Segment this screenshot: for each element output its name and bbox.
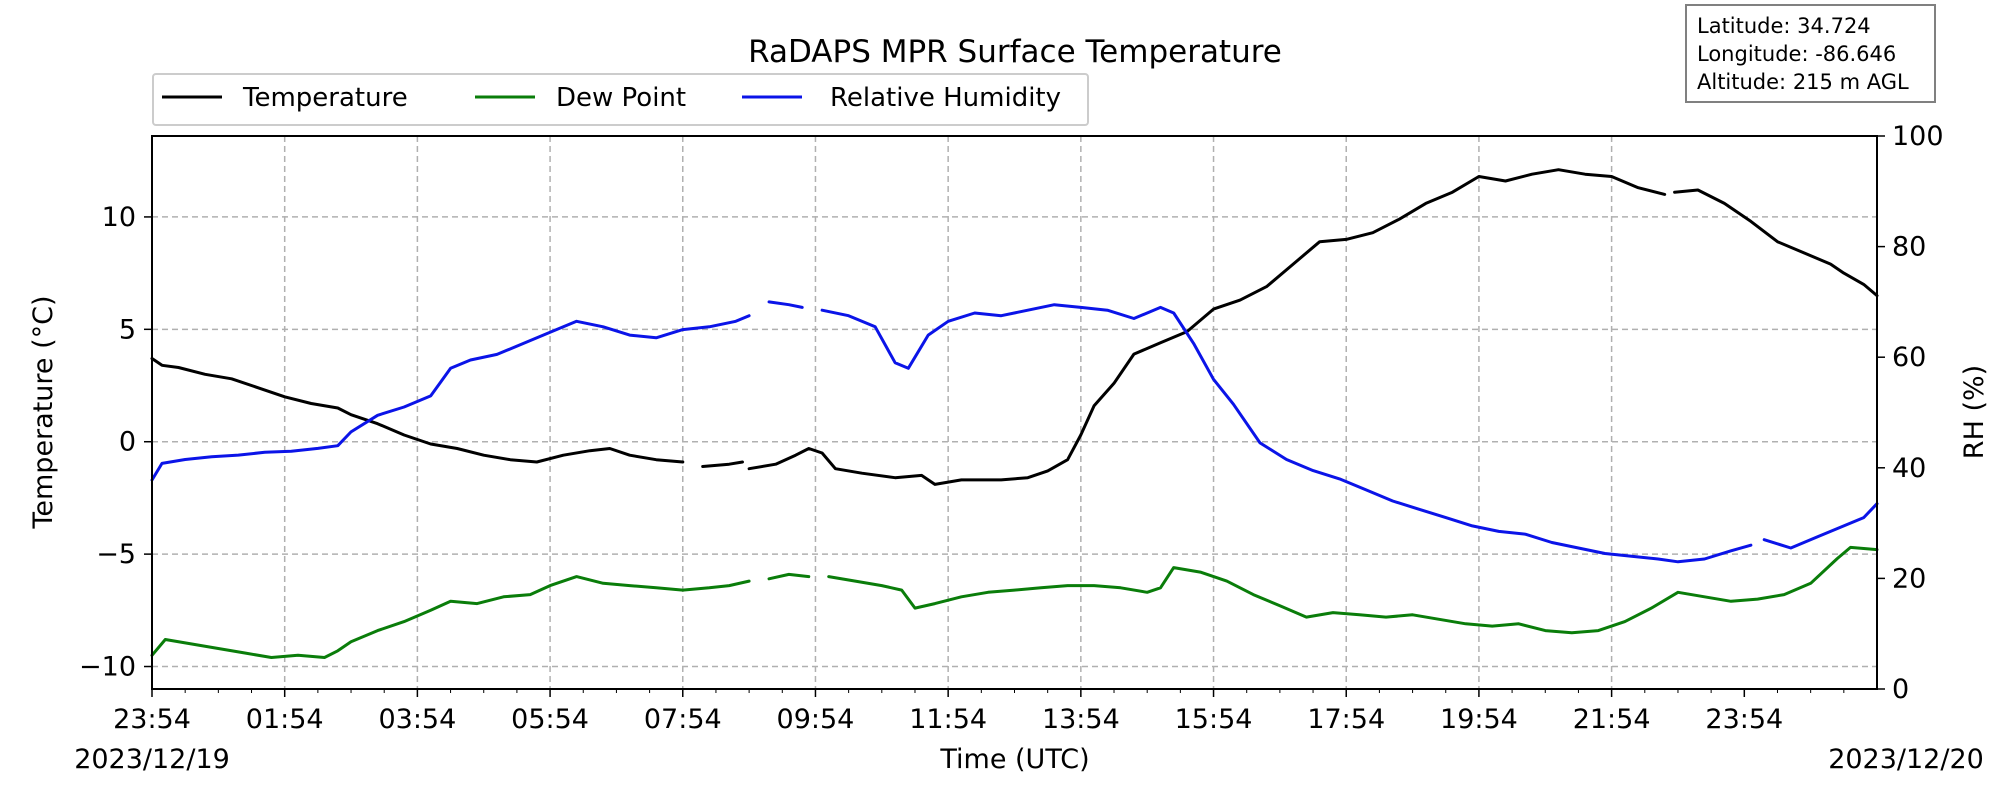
x-tick-label: 09:54 — [777, 704, 855, 735]
x-tick-label: 07:54 — [644, 704, 722, 735]
y-left-tick-label: 10 — [102, 202, 136, 233]
end-date-label: 2023/12/20 — [1828, 744, 1984, 775]
series-line-dew-point — [150, 545, 1879, 659]
legend: Temperature Dew Point Relative Humidity — [152, 73, 1089, 126]
y-axis-left-label: Temperature (°C) — [28, 295, 59, 529]
x-tick-label: 01:54 — [246, 704, 324, 735]
info-altitude: Altitude: 215 m AGL — [1697, 70, 1909, 94]
start-date-label: 2023/12/19 — [74, 744, 230, 775]
x-axis-label: Time (UTC) — [939, 744, 1089, 775]
info-box-frame — [1685, 4, 1936, 103]
info-longitude: Longitude: -86.646 — [1697, 42, 1896, 66]
series-line-temperature — [150, 168, 1879, 486]
y-right-tick-label: 20 — [1892, 563, 1926, 594]
legend-label-temperature: Temperature — [242, 83, 408, 113]
legend-label-dew-point: Dew Point — [556, 83, 686, 113]
axes: 23:54 01:54 03:54 05:54 07:54 09:54 11:54 13:54… — [79, 121, 1944, 735]
legend-box — [152, 73, 1089, 126]
series-lines — [150, 168, 1879, 659]
x-tick-label: 19:54 — [1440, 704, 1518, 735]
x-tick-label: 05:54 — [511, 704, 589, 735]
info-latitude: Latitude: 34.724 — [1697, 14, 1871, 38]
y-right-tick-label: 60 — [1892, 342, 1926, 373]
x-tick-label: 11:54 — [909, 704, 987, 735]
y-right-tick-label: 0 — [1892, 674, 1909, 705]
x-tick-label: 23:54 — [1705, 704, 1783, 735]
plot-frame — [151, 135, 1878, 690]
y-left-tick-label: −5 — [96, 539, 136, 570]
y-left-tick-label: 5 — [119, 314, 136, 345]
chart-title: RaDAPS MPR Surface Temperature — [748, 34, 1282, 70]
x-tick-label: 03:54 — [378, 704, 456, 735]
y-right-tick-label: 100 — [1892, 121, 1944, 152]
x-tick-label: 13:54 — [1042, 704, 1120, 735]
x-tick-label: 23:54 — [113, 704, 191, 735]
location-info-box: Latitude: 34.724 Longitude: -86.646 Alti… — [1685, 4, 1936, 103]
y-right-tick-label: 40 — [1892, 453, 1926, 484]
x-tick-label: 15:54 — [1175, 704, 1253, 735]
legend-label-relative-humidity: Relative Humidity — [830, 83, 1061, 113]
y-axis-right-label: RH (%) — [1959, 365, 1990, 459]
y-left-tick-label: −10 — [79, 652, 136, 683]
grid-lines — [152, 136, 1877, 689]
x-tick-label: 17:54 — [1307, 704, 1385, 735]
y-left-tick-label: 0 — [119, 427, 136, 458]
x-tick-label: 21:54 — [1573, 704, 1651, 735]
series-line-relative-humidity — [150, 300, 1879, 564]
y-right-tick-label: 80 — [1892, 232, 1926, 263]
